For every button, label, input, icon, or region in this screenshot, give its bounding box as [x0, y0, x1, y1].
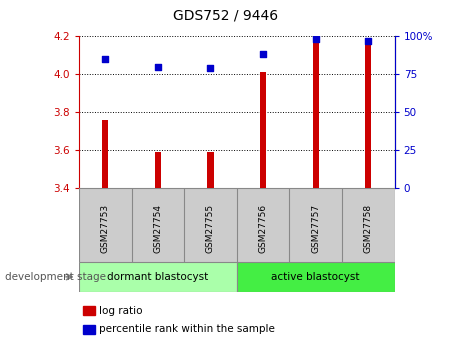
Text: dormant blastocyst: dormant blastocyst: [107, 272, 208, 282]
Text: active blastocyst: active blastocyst: [272, 272, 360, 282]
Text: GDS752 / 9446: GDS752 / 9446: [173, 9, 278, 23]
Point: [312, 37, 319, 42]
Bar: [365, 42, 372, 188]
Bar: [207, 152, 214, 188]
Text: GSM27754: GSM27754: [153, 204, 162, 253]
Bar: [260, 72, 266, 188]
Text: GSM27756: GSM27756: [258, 204, 267, 253]
Point: [259, 52, 267, 57]
Bar: [83, 325, 95, 334]
Bar: [237, 262, 395, 292]
Text: development stage: development stage: [5, 272, 106, 282]
Point: [207, 65, 214, 71]
Text: GSM27757: GSM27757: [311, 204, 320, 253]
Text: GSM27753: GSM27753: [101, 204, 110, 253]
Point: [154, 64, 161, 69]
Text: GSM27758: GSM27758: [364, 204, 373, 253]
Point: [101, 56, 109, 62]
Bar: [83, 306, 95, 315]
Text: percentile rank within the sample: percentile rank within the sample: [99, 325, 275, 334]
Bar: [313, 40, 319, 188]
Point: [365, 38, 372, 43]
Text: log ratio: log ratio: [99, 306, 143, 315]
Bar: [155, 152, 161, 188]
Bar: [102, 120, 108, 188]
Bar: [79, 262, 237, 292]
Text: GSM27755: GSM27755: [206, 204, 215, 253]
